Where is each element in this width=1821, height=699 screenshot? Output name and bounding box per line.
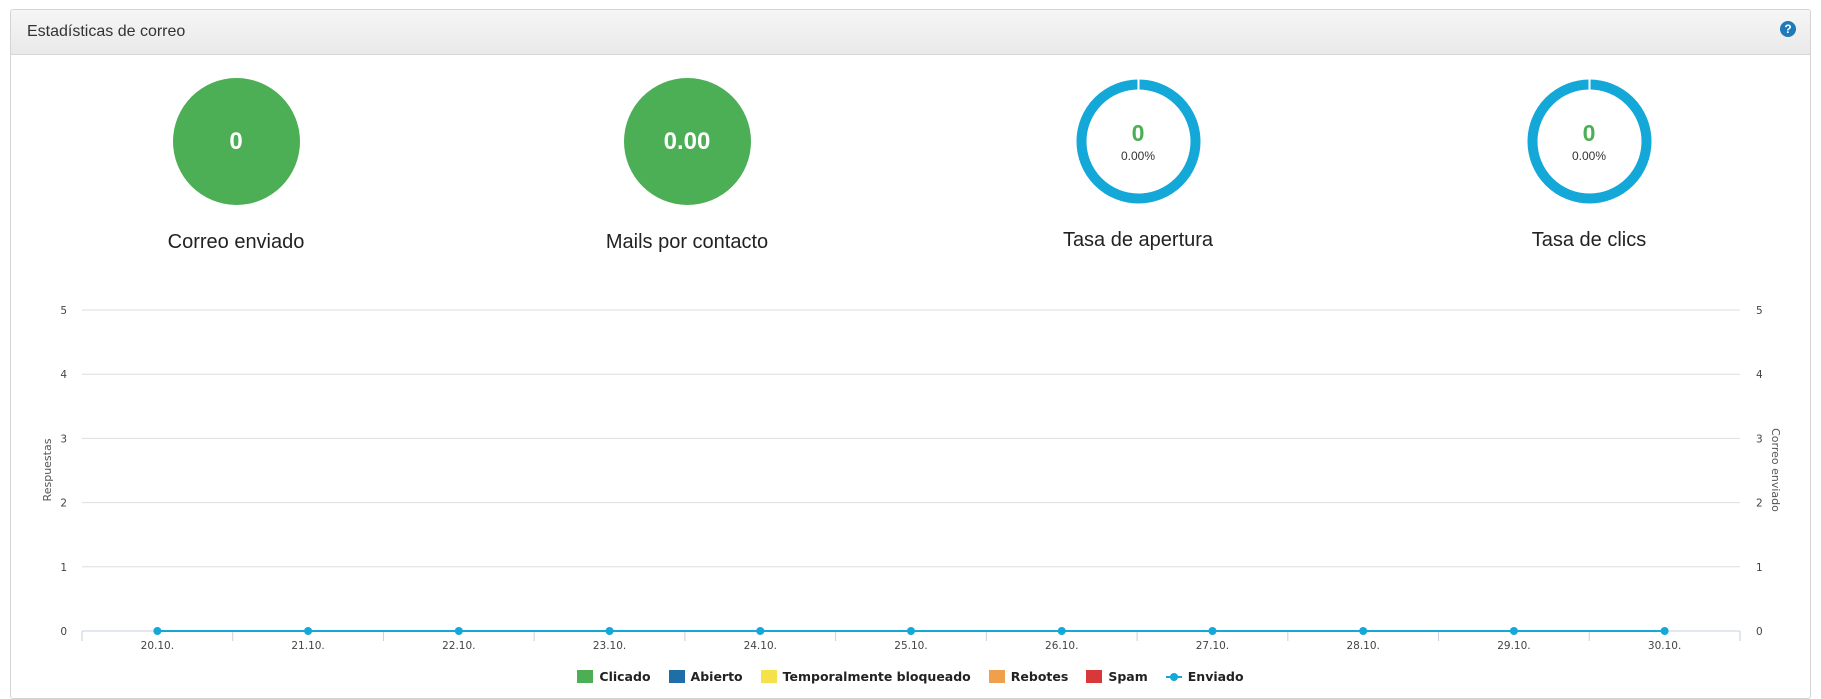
x-tick-label: 28.10.	[1346, 640, 1379, 652]
enviado-point	[304, 627, 313, 635]
legend-label-clicado: Clicado	[599, 669, 651, 684]
x-tick-label: 20.10.	[141, 640, 174, 652]
stat-open-rate-label: Tasa de apertura	[1062, 229, 1214, 251]
question-circle-icon[interactable]: ?	[1780, 21, 1796, 37]
mail-statistics-panel: Estadísticas de correo ?	[10, 9, 1811, 699]
y-left-tick-label: 4	[60, 369, 67, 381]
stat-click-rate: 0 0.00% Tasa de clics	[1439, 78, 1739, 252]
legend-label-enviado: Enviado	[1187, 669, 1244, 684]
legend-swatch-spam	[1086, 670, 1103, 683]
stat-sent-mail-label: Correo enviado	[167, 231, 305, 253]
enviado-point	[1509, 627, 1518, 635]
y-left-tick-label: 1	[60, 562, 67, 574]
stat-click-rate-percent: 0.00%	[1571, 148, 1607, 163]
enviado-point	[1057, 627, 1066, 635]
legend-marker-enviado	[1165, 672, 1182, 681]
stat-click-rate-ring: 0 0.00%	[1526, 78, 1653, 205]
stat-mails-per-contact-value: 0.00	[663, 127, 711, 155]
enviado-point	[756, 627, 765, 635]
y-left-tick-label: 2	[60, 498, 67, 510]
enviado-point	[1359, 627, 1368, 635]
y-right-tick-label: 5	[1756, 305, 1763, 317]
stat-click-rate-value: 0	[1582, 119, 1596, 146]
y-right-tick-label: 4	[1756, 369, 1763, 381]
x-tick-label: 24.10.	[744, 640, 777, 652]
enviado-point	[1208, 627, 1217, 635]
panel-header: Estadísticas de correo ?	[11, 10, 1810, 55]
enviado-point	[1660, 627, 1669, 635]
stat-mails-per-contact-circle: 0.00	[623, 78, 751, 205]
x-tick-label: 22.10.	[442, 640, 475, 652]
stat-sent-mail-value: 0	[229, 127, 243, 155]
chart-gridlines	[82, 309, 1740, 568]
legend-label-rebotes: Rebotes	[1010, 669, 1069, 684]
legend-item-spam[interactable]: Spam	[1086, 669, 1148, 684]
chart-series	[153, 627, 1669, 635]
legend-item-enviado[interactable]: Enviado	[1165, 669, 1244, 684]
legend-swatch-temporalmente-bloqueado	[760, 670, 777, 683]
stat-open-rate-ring: 0 0.00%	[1075, 78, 1202, 205]
y-left-tick-label: 0	[60, 626, 67, 638]
chart-legend: Clicado Abierto Temporalmente bloqueado …	[0, 669, 1821, 684]
x-tick-label: 21.10.	[291, 640, 324, 652]
y-right-tick-label: 2	[1756, 498, 1763, 510]
stat-mails-per-contact: 0.00 Mails por contacto	[537, 78, 837, 254]
y-right-tick-label: 1	[1756, 562, 1763, 574]
click-rate-donut	[1527, 79, 1651, 204]
stat-click-rate-label: Tasa de clics	[1531, 229, 1647, 251]
stat-sent-mail: 0 Correo enviado	[86, 78, 386, 254]
enviado-point	[454, 627, 463, 635]
stat-mails-per-contact-label: Mails por contacto	[605, 231, 769, 253]
enviado-point	[153, 627, 162, 635]
x-tick-label: 25.10.	[894, 640, 927, 652]
y-right-tick-label: 3	[1756, 433, 1763, 445]
x-tick-label: 26.10.	[1045, 640, 1078, 652]
open-rate-donut	[1076, 79, 1200, 204]
legend-label-abierto: Abierto	[690, 669, 743, 684]
legend-label-spam: Spam	[1108, 669, 1148, 684]
x-tick-label: 27.10.	[1196, 640, 1229, 652]
y-right-tick-label: 0	[1756, 626, 1763, 638]
legend-label-temporalmente-bloqueado: Temporalmente bloqueado	[782, 669, 971, 684]
x-tick-label: 23.10.	[593, 640, 626, 652]
legend-item-clicado[interactable]: Clicado	[577, 669, 651, 684]
panel-title: Estadísticas de correo	[27, 23, 186, 40]
legend-item-rebotes[interactable]: Rebotes	[988, 669, 1069, 684]
stat-sent-mail-circle: 0	[172, 78, 300, 205]
y-axis-right-title: Correo enviado	[1769, 428, 1782, 512]
legend-swatch-rebotes	[988, 670, 1005, 683]
chart-axes: 0 0 1 1 2 2 3 3 4 4 5 5 20.10. 21.10. 22.10. 23.10. 24.1…	[60, 305, 1763, 652]
enviado-point	[907, 627, 915, 635]
legend-item-abierto[interactable]: Abierto	[668, 669, 743, 684]
legend-item-temporalmente-bloqueado[interactable]: Temporalmente bloqueado	[760, 669, 971, 684]
y-left-tick-label: 5	[60, 305, 67, 317]
stat-open-rate: 0 0.00% Tasa de apertura	[988, 78, 1288, 252]
y-left-tick-label: 3	[60, 433, 67, 445]
x-tick-label: 30.10.	[1648, 640, 1681, 652]
stat-open-rate-value: 0	[1131, 119, 1145, 146]
enviado-point	[605, 627, 614, 635]
x-tick-label: 29.10.	[1497, 640, 1530, 652]
y-axis-left-title: Respuestas	[41, 438, 54, 501]
legend-swatch-clicado	[577, 670, 594, 683]
legend-swatch-abierto	[668, 670, 685, 683]
stat-open-rate-percent: 0.00%	[1120, 148, 1156, 163]
